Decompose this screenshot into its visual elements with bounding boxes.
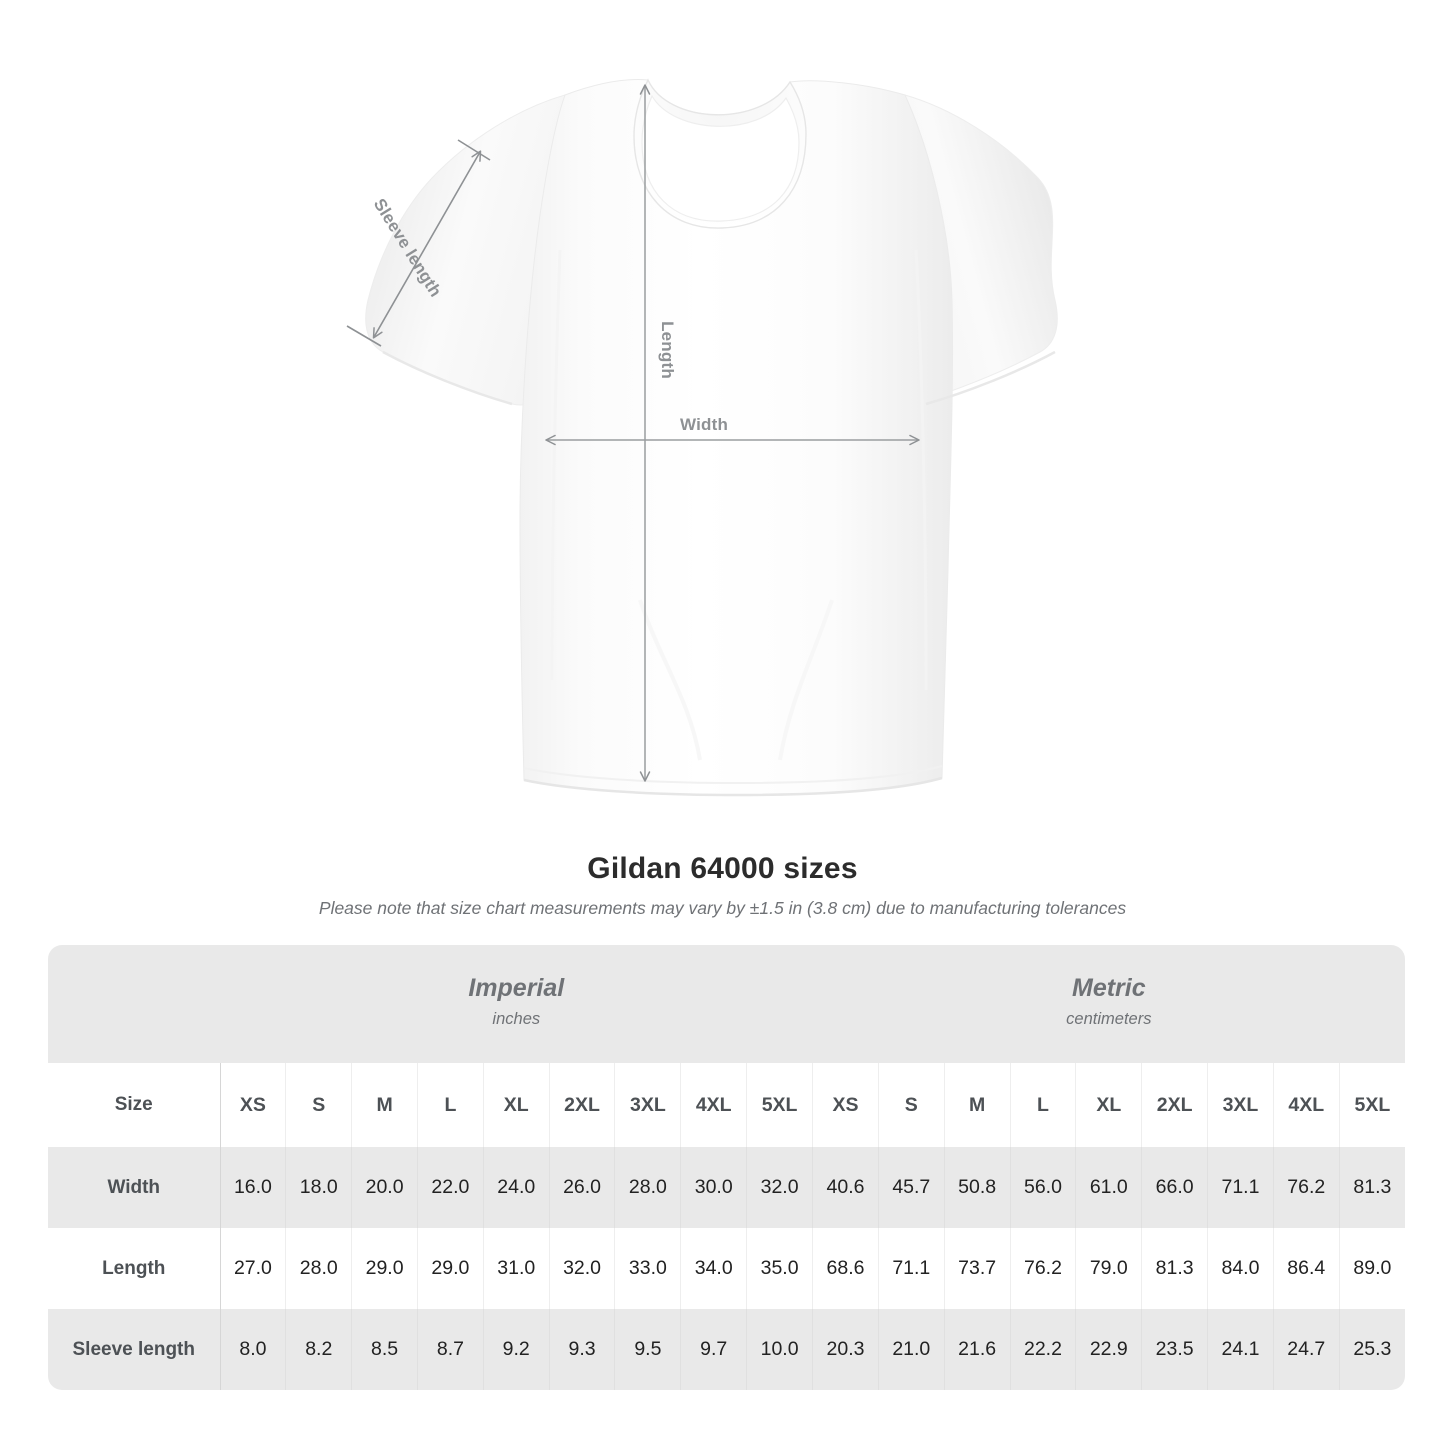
size-header-cell-imperial-s: S xyxy=(285,1063,353,1147)
cell-length-imperial-5xl: 35.0 xyxy=(746,1228,814,1309)
width-label: Width xyxy=(680,415,729,434)
size-header-cell-imperial-xs: XS xyxy=(220,1063,287,1147)
size-header-cell-metric-m: M xyxy=(944,1063,1011,1147)
size-header-cell-metric-5xl: 5XL xyxy=(1339,1063,1406,1147)
row-label-length: Length xyxy=(48,1228,221,1309)
cell-width-metric-m: 50.8 xyxy=(944,1147,1011,1228)
size-header-cell-metric-2xl: 2XL xyxy=(1141,1063,1209,1147)
tshirt-diagram: Sleeve length Length Width xyxy=(346,78,1058,797)
row-label-width: Width xyxy=(48,1147,221,1228)
cell-width-imperial-xl: 24.0 xyxy=(483,1147,550,1228)
cell-width-imperial-s: 18.0 xyxy=(285,1147,353,1228)
cell-sleeve-length-metric-m: 21.6 xyxy=(944,1309,1011,1390)
size-chart-table-wrapper: Imperial inches Metric centimeters Size XS S M L… xyxy=(48,945,1406,1390)
cell-width-imperial-3xl: 28.0 xyxy=(614,1147,682,1228)
size-header-cell-imperial-5xl: 5XL xyxy=(746,1063,814,1147)
cell-sleeve-length-metric-l: 22.2 xyxy=(1010,1309,1077,1390)
cell-width-imperial-5xl: 32.0 xyxy=(746,1147,814,1228)
unit-header-spacer xyxy=(48,945,220,1063)
cell-sleeve-length-metric-xl: 22.9 xyxy=(1075,1309,1143,1390)
cell-width-imperial-xs: 16.0 xyxy=(220,1147,287,1228)
cell-width-imperial-4xl: 30.0 xyxy=(680,1147,748,1228)
cell-sleeve-length-imperial-5xl: 10.0 xyxy=(746,1309,814,1390)
cell-sleeve-length-imperial-3xl: 9.5 xyxy=(614,1309,682,1390)
cell-length-metric-m: 73.7 xyxy=(944,1228,1011,1309)
unit-group-imperial: Imperial inches xyxy=(220,945,813,1063)
cell-width-metric-3xl: 71.1 xyxy=(1207,1147,1274,1228)
cell-length-metric-s: 71.1 xyxy=(878,1228,945,1309)
cell-length-metric-4xl: 86.4 xyxy=(1273,1228,1340,1309)
size-header-cell-metric-xl: XL xyxy=(1075,1063,1143,1147)
cell-sleeve-length-imperial-4xl: 9.7 xyxy=(680,1309,748,1390)
table-row: Length 27.0 28.0 29.0 29.0 31.0 32.0 33.0 34.0 35… xyxy=(48,1228,1406,1309)
sleeve-length-arrow xyxy=(346,139,491,347)
cell-sleeve-length-metric-4xl: 24.7 xyxy=(1273,1309,1340,1390)
cell-sleeve-length-metric-s: 21.0 xyxy=(878,1309,945,1390)
size-header-cell-imperial-xl: XL xyxy=(483,1063,550,1147)
unit-group-name: Imperial xyxy=(468,973,565,1002)
cell-width-metric-xs: 40.6 xyxy=(812,1147,879,1228)
unit-group-metric: Metric centimeters xyxy=(812,945,1406,1063)
cell-length-imperial-m: 29.0 xyxy=(351,1228,418,1309)
row-label-sleeve-length: Sleeve length xyxy=(48,1309,221,1390)
cell-length-metric-xl: 79.0 xyxy=(1075,1228,1143,1309)
length-label: Length xyxy=(657,321,677,379)
cell-length-imperial-l: 29.0 xyxy=(417,1228,484,1309)
cell-width-imperial-m: 20.0 xyxy=(351,1147,418,1228)
tshirt-illustration xyxy=(346,78,1058,797)
cell-length-metric-l: 76.2 xyxy=(1010,1228,1077,1309)
page-title: Gildan 64000 sizes xyxy=(587,852,858,885)
cell-sleeve-length-imperial-2xl: 9.3 xyxy=(549,1309,616,1390)
cell-sleeve-length-metric-xs: 20.3 xyxy=(812,1309,879,1390)
cell-width-imperial-l: 22.0 xyxy=(417,1147,484,1228)
cell-sleeve-length-metric-3xl: 24.1 xyxy=(1207,1309,1274,1390)
unit-header-row: Imperial inches Metric centimeters xyxy=(48,945,1406,1063)
cell-sleeve-length-imperial-xs: 8.0 xyxy=(220,1309,287,1390)
size-header-cell-metric-3xl: 3XL xyxy=(1207,1063,1274,1147)
table-row: Width 16.0 18.0 20.0 22.0 24.0 26.0 28.0 30.0 32.… xyxy=(48,1147,1406,1228)
cell-length-imperial-4xl: 34.0 xyxy=(680,1228,748,1309)
cell-width-imperial-2xl: 26.0 xyxy=(549,1147,616,1228)
cell-sleeve-length-metric-5xl: 25.3 xyxy=(1339,1309,1406,1390)
cell-length-imperial-2xl: 32.0 xyxy=(549,1228,616,1309)
size-header-cell-metric-l: L xyxy=(1010,1063,1077,1147)
cell-width-metric-s: 45.7 xyxy=(878,1147,945,1228)
cell-length-imperial-xl: 31.0 xyxy=(483,1228,550,1309)
cell-width-metric-l: 56.0 xyxy=(1010,1147,1077,1228)
cell-length-metric-3xl: 84.0 xyxy=(1207,1228,1274,1309)
cell-length-imperial-s: 28.0 xyxy=(285,1228,353,1309)
cell-length-metric-5xl: 89.0 xyxy=(1339,1228,1406,1309)
size-header-cell-metric-xs: XS xyxy=(812,1063,879,1147)
cell-width-metric-2xl: 66.0 xyxy=(1141,1147,1209,1228)
size-header-cell-imperial-3xl: 3XL xyxy=(614,1063,682,1147)
unit-group-sub: inches xyxy=(492,1009,541,1028)
size-header-row: Size XS S M L XL 2XL 3XL 4XL 5XL XS S M L XL 2XL 3XL 4XL 5… xyxy=(48,1063,1406,1147)
size-header-cell-imperial-l: L xyxy=(417,1063,484,1147)
cell-sleeve-length-imperial-m: 8.5 xyxy=(351,1309,418,1390)
size-header-cell-imperial-2xl: 2XL xyxy=(549,1063,616,1147)
cell-width-metric-4xl: 76.2 xyxy=(1273,1147,1340,1228)
cell-width-metric-xl: 61.0 xyxy=(1075,1147,1143,1228)
cell-sleeve-length-imperial-xl: 9.2 xyxy=(483,1309,550,1390)
size-header-label: Size xyxy=(48,1063,221,1147)
cell-sleeve-length-imperial-l: 8.7 xyxy=(417,1309,484,1390)
size-header-cell-metric-4xl: 4XL xyxy=(1273,1063,1340,1147)
cell-length-metric-2xl: 81.3 xyxy=(1141,1228,1209,1309)
unit-group-name: Metric xyxy=(1072,973,1146,1002)
size-header-cell-metric-s: S xyxy=(878,1063,945,1147)
cell-length-imperial-xs: 27.0 xyxy=(220,1228,287,1309)
tolerance-note: Please note that size chart measurements… xyxy=(318,898,1127,918)
cell-length-metric-xs: 68.6 xyxy=(812,1228,879,1309)
size-chart-table: Imperial inches Metric centimeters Size XS S M L… xyxy=(48,945,1406,1390)
size-header-cell-imperial-4xl: 4XL xyxy=(680,1063,748,1147)
cell-sleeve-length-imperial-s: 8.2 xyxy=(285,1309,353,1390)
unit-group-sub: centimeters xyxy=(1066,1009,1152,1028)
cell-sleeve-length-metric-2xl: 23.5 xyxy=(1141,1309,1209,1390)
cell-length-imperial-3xl: 33.0 xyxy=(614,1228,682,1309)
cell-width-metric-5xl: 81.3 xyxy=(1339,1147,1406,1228)
size-header-cell-imperial-m: M xyxy=(351,1063,418,1147)
shirt-body-shape xyxy=(365,78,1058,797)
table-row: Sleeve length 8.0 8.2 8.5 8.7 9.2 9.3 9.5 9.7 10.… xyxy=(48,1309,1406,1390)
